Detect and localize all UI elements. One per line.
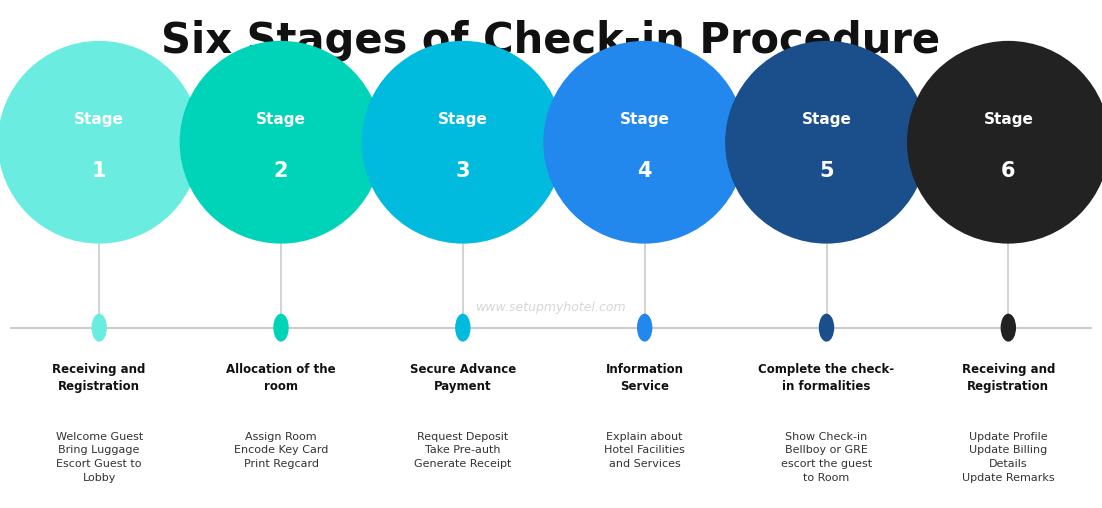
Text: Show Check-in
Bellboy or GRE
escort the guest
to Room: Show Check-in Bellboy or GRE escort the … [781,432,872,483]
Text: Stage: Stage [619,112,670,128]
Text: Complete the check-
in formalities: Complete the check- in formalities [758,363,895,393]
Ellipse shape [637,313,652,341]
Ellipse shape [1001,313,1016,341]
Ellipse shape [907,41,1102,244]
Text: Stage: Stage [801,112,852,128]
Text: Welcome Guest
Bring Luggage
Escort Guest to
Lobby: Welcome Guest Bring Luggage Escort Guest… [55,432,143,483]
Text: Receiving and
Registration: Receiving and Registration [962,363,1055,393]
Text: 3: 3 [455,161,471,181]
Ellipse shape [455,313,471,341]
Text: Six Stages of Check-in Procedure: Six Stages of Check-in Procedure [161,20,941,62]
Text: Stage: Stage [256,112,306,128]
Text: 4: 4 [637,161,652,181]
Text: 2: 2 [273,161,289,181]
Ellipse shape [725,41,928,244]
Text: Stage: Stage [74,112,125,128]
Text: Update Profile
Update Billing
Details
Update Remarks: Update Profile Update Billing Details Up… [962,432,1055,483]
Text: Stage: Stage [983,112,1034,128]
Ellipse shape [180,41,382,244]
Text: www.setupmyhotel.com: www.setupmyhotel.com [476,301,626,314]
Text: 1: 1 [91,161,107,181]
Text: Receiving and
Registration: Receiving and Registration [53,363,145,393]
Text: Stage: Stage [437,112,488,128]
Text: Explain about
Hotel Facilities
and Services: Explain about Hotel Facilities and Servi… [604,432,685,469]
Ellipse shape [361,41,564,244]
Ellipse shape [0,41,201,244]
Text: Request Deposit
Take Pre-auth
Generate Receipt: Request Deposit Take Pre-auth Generate R… [414,432,511,469]
Ellipse shape [543,41,746,244]
Text: Secure Advance
Payment: Secure Advance Payment [410,363,516,393]
Text: Allocation of the
room: Allocation of the room [226,363,336,393]
Ellipse shape [819,313,834,341]
Ellipse shape [91,313,107,341]
Text: Assign Room
Encode Key Card
Print Regcard: Assign Room Encode Key Card Print Regcar… [234,432,328,469]
Text: 5: 5 [819,161,834,181]
Text: 6: 6 [1001,161,1016,181]
Text: Information
Service: Information Service [606,363,683,393]
Ellipse shape [273,313,289,341]
